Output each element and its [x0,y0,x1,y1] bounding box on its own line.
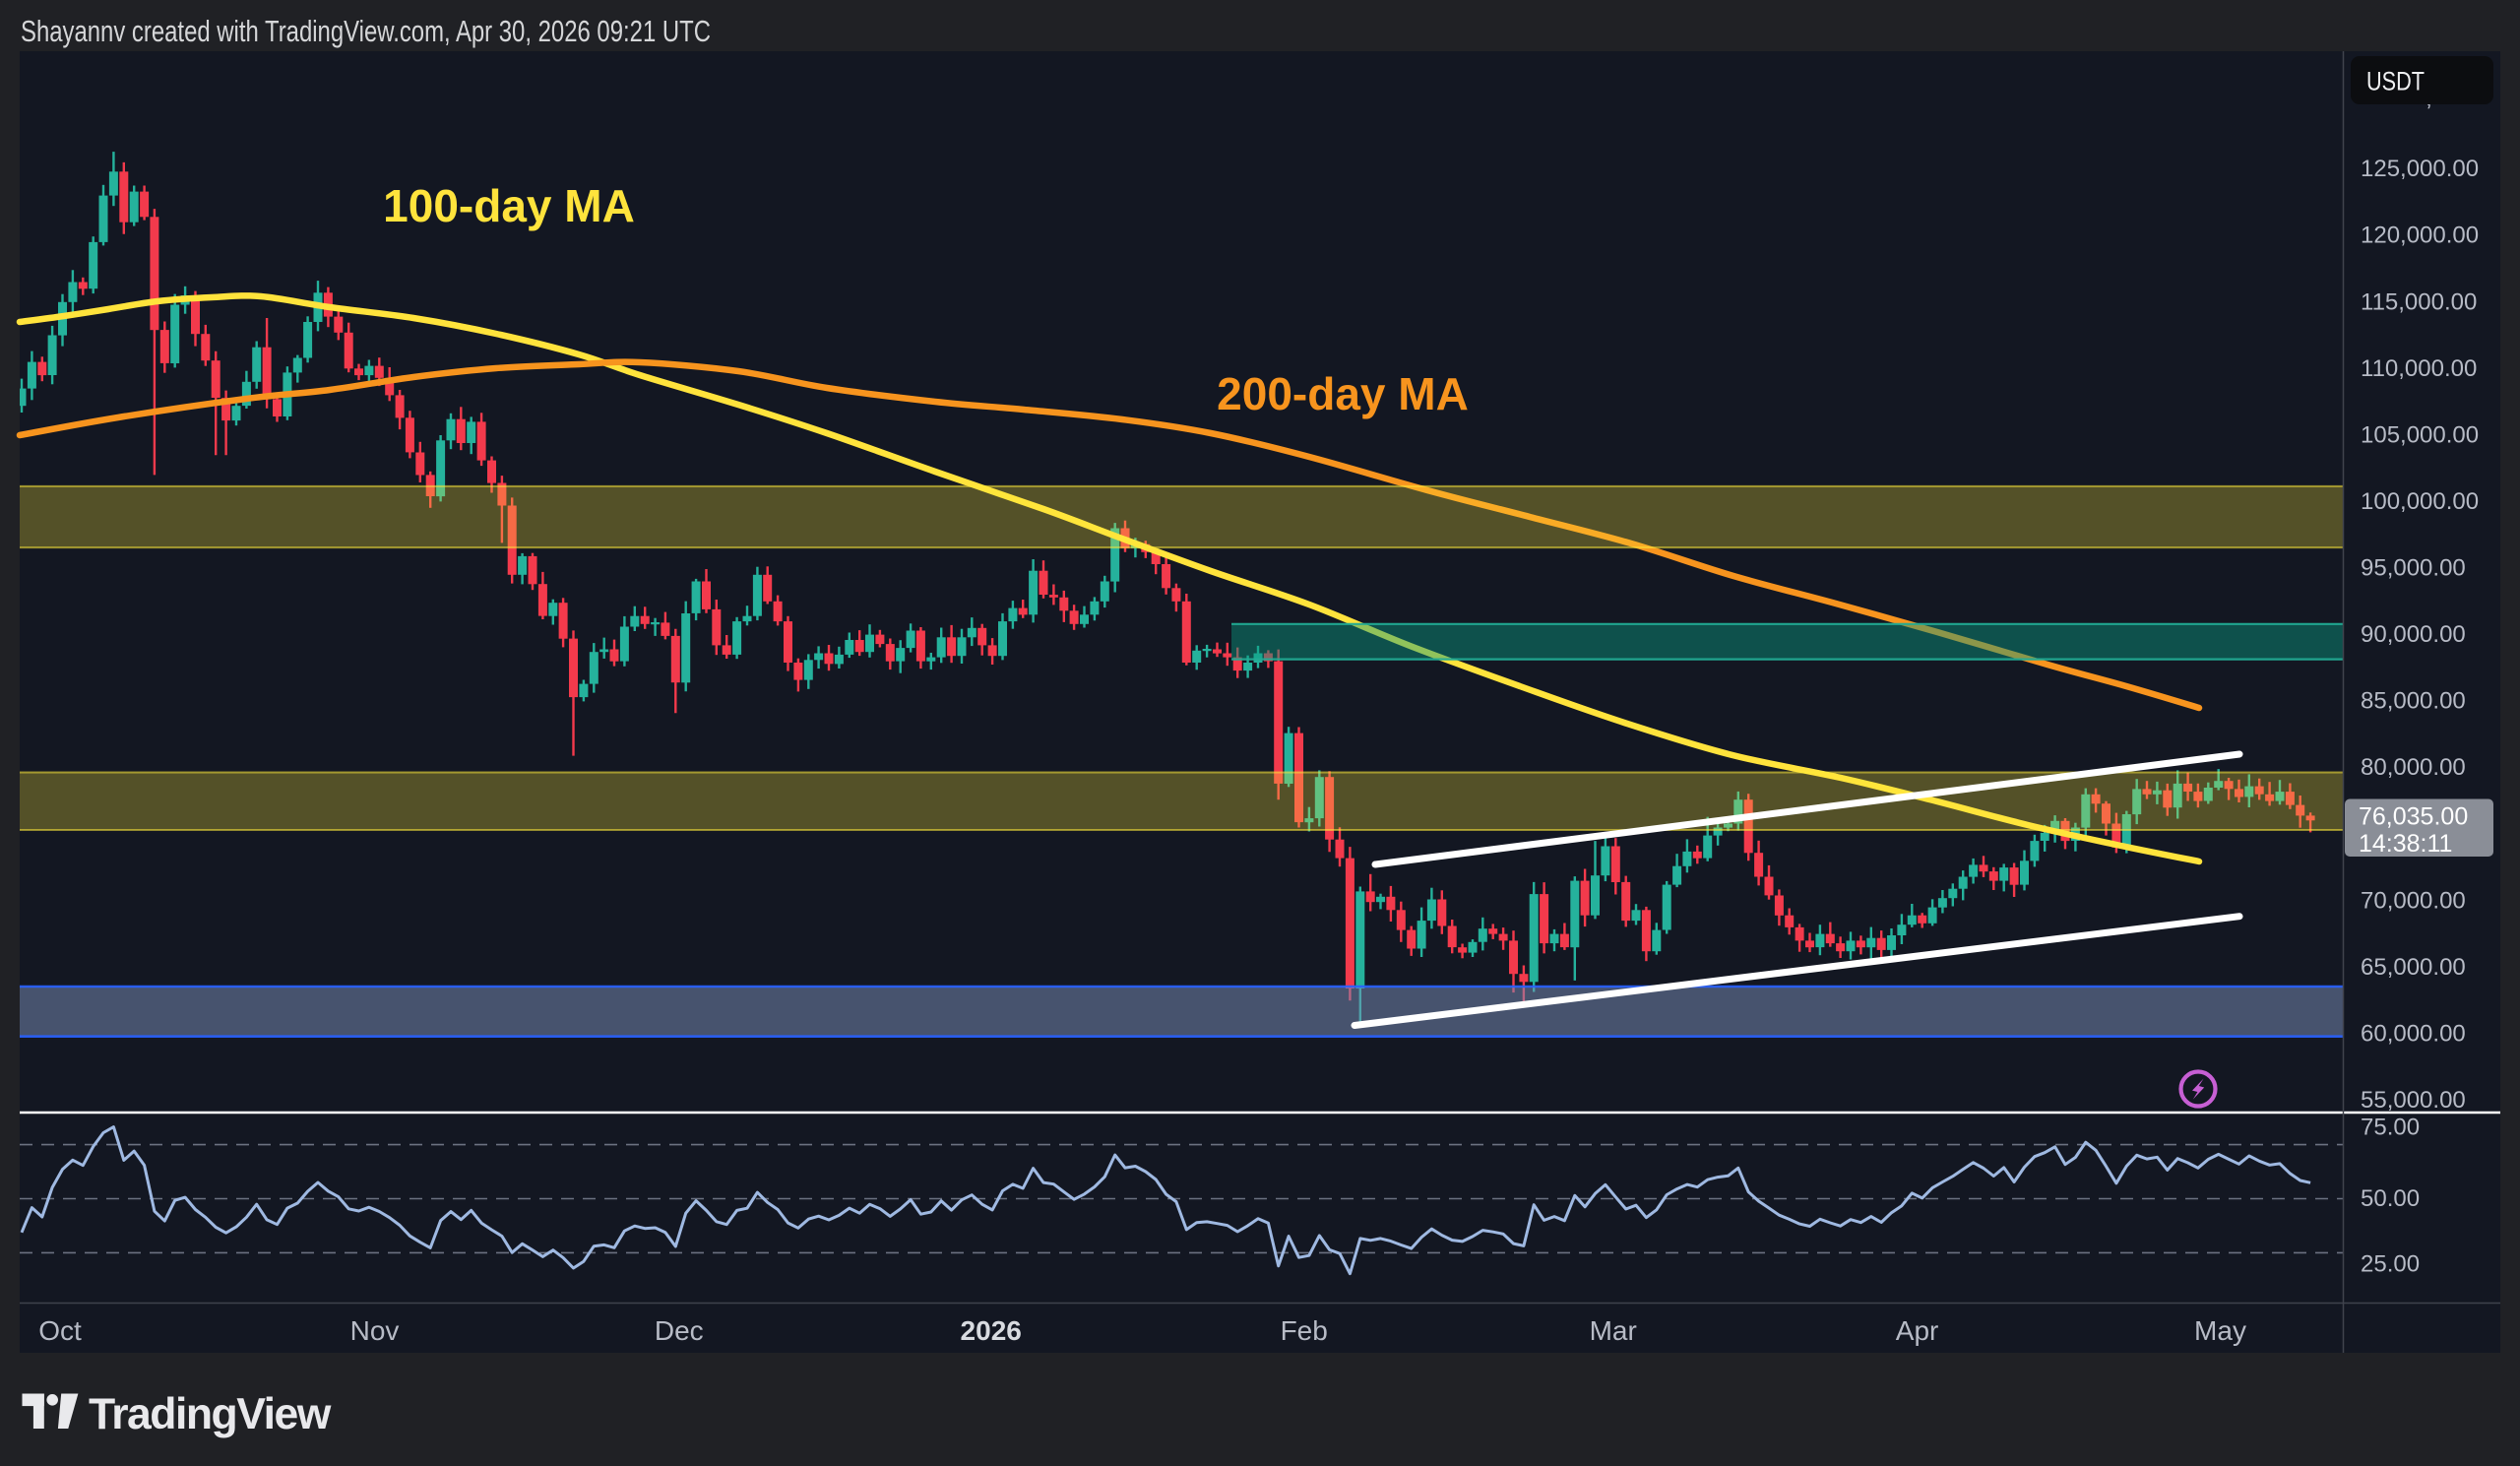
svg-text:70,000.00: 70,000.00 [2361,887,2466,914]
svg-text:85,000.00: 85,000.00 [2361,688,2466,715]
svg-text:Mar: Mar [1590,1315,1637,1346]
svg-text:TradingView: TradingView [89,1390,332,1438]
svg-text:95,000.00: 95,000.00 [2361,555,2466,582]
svg-text:Dec: Dec [655,1315,704,1346]
svg-text:80,000.00: 80,000.00 [2361,754,2466,781]
svg-text:90,000.00: 90,000.00 [2361,621,2466,648]
svg-text:76,035.00: 76,035.00 [2359,803,2468,831]
svg-text:75.00: 75.00 [2361,1115,2420,1141]
svg-text:Feb: Feb [1281,1315,1328,1346]
svg-text:Shayannv created with TradingV: Shayannv created with TradingView.com, A… [21,14,711,48]
svg-text:2026: 2026 [961,1315,1022,1346]
svg-text:100,000.00: 100,000.00 [2361,488,2479,515]
svg-text:110,000.00: 110,000.00 [2361,355,2477,382]
svg-text:125,000.00: 125,000.00 [2361,156,2479,182]
svg-text:14:38:11: 14:38:11 [2359,830,2452,858]
svg-text:50.00: 50.00 [2361,1185,2420,1212]
svg-text:25.00: 25.00 [2361,1251,2420,1278]
svg-text:Apr: Apr [1896,1315,1939,1346]
svg-text:120,000.00: 120,000.00 [2361,223,2479,249]
svg-text:100-day MA: 100-day MA [383,180,635,231]
svg-text:200-day MA: 200-day MA [1217,368,1469,419]
svg-text:Oct: Oct [38,1315,82,1346]
svg-text:USDT: USDT [2366,67,2425,96]
svg-text:May: May [2194,1315,2246,1346]
svg-text:65,000.00: 65,000.00 [2361,954,2466,981]
svg-text:105,000.00: 105,000.00 [2361,421,2479,448]
svg-text:Nov: Nov [350,1315,400,1346]
svg-text:60,000.00: 60,000.00 [2361,1021,2466,1048]
svg-text:115,000.00: 115,000.00 [2361,288,2477,315]
svg-text:55,000.00: 55,000.00 [2361,1087,2466,1114]
